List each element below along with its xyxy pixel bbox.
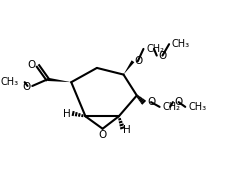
- Text: H: H: [123, 125, 131, 135]
- Polygon shape: [47, 78, 71, 82]
- Text: CH₂: CH₂: [146, 44, 164, 54]
- Text: O: O: [174, 97, 182, 107]
- Text: CH₃: CH₃: [1, 77, 19, 87]
- Text: O: O: [27, 60, 35, 70]
- Text: CH₃: CH₃: [187, 102, 205, 112]
- Text: H: H: [63, 109, 71, 119]
- Text: O: O: [147, 97, 155, 107]
- Polygon shape: [123, 60, 134, 75]
- Text: CH₂: CH₂: [162, 102, 180, 112]
- Text: O: O: [98, 130, 106, 140]
- Text: O: O: [158, 51, 166, 61]
- Text: O: O: [133, 56, 142, 66]
- Text: O: O: [22, 82, 30, 92]
- Text: CH₃: CH₃: [171, 39, 189, 49]
